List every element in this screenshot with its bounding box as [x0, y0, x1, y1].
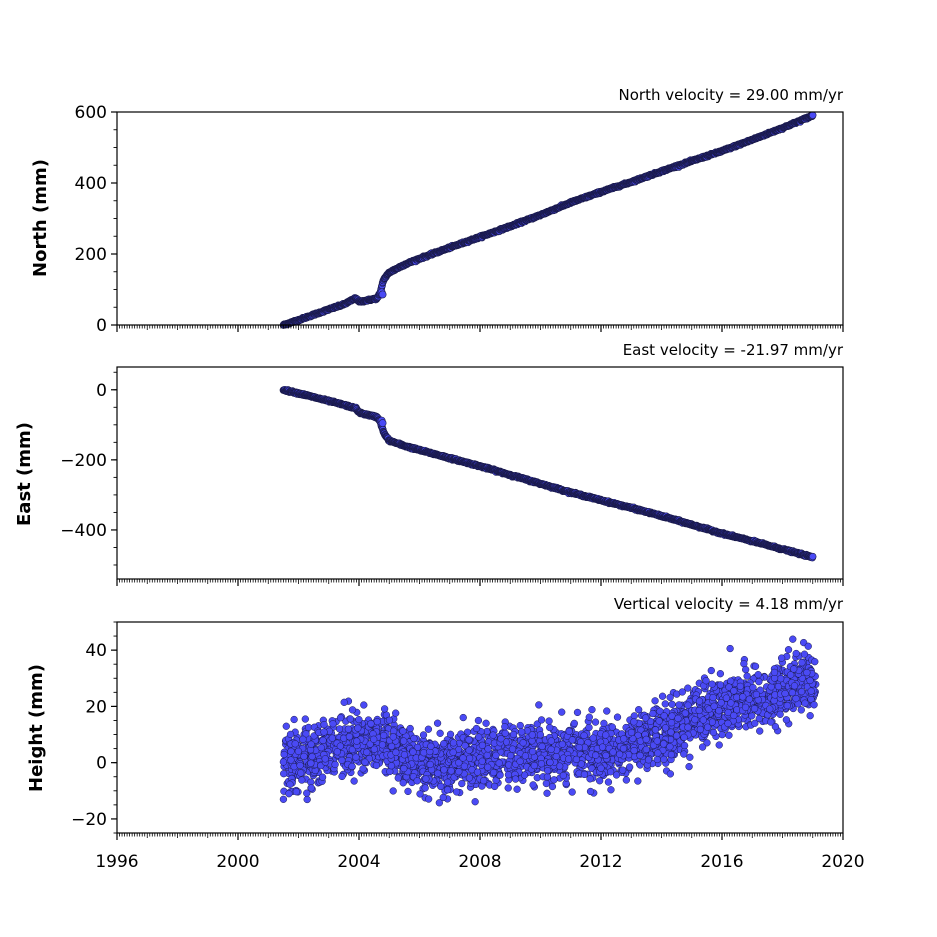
height-data-point — [804, 642, 812, 650]
height-data-point — [626, 763, 634, 771]
height-data-point — [635, 706, 643, 714]
height-data-point — [340, 698, 348, 706]
east-ytick-label: 0 — [96, 381, 107, 401]
height-data-point — [558, 708, 566, 716]
height-data-point — [406, 724, 414, 733]
east-axes-frame — [116, 366, 844, 580]
height-data-point — [545, 717, 553, 725]
height-data-point — [346, 715, 354, 723]
east-ytick-label: −200 — [60, 451, 107, 471]
height-data-point — [550, 776, 558, 784]
height-data-point — [634, 777, 642, 785]
height-data-point — [607, 786, 615, 794]
height-data-point — [698, 743, 707, 751]
height-data-point — [458, 779, 466, 788]
north-x-ticks — [116, 325, 844, 332]
height-data-point — [537, 716, 546, 724]
north-ytick-label: 200 — [75, 245, 107, 265]
height-data-point — [591, 718, 600, 726]
height-data-point — [301, 715, 309, 723]
east-x-ticks — [116, 579, 844, 586]
height-data-point — [474, 716, 483, 725]
east-plot-points — [279, 385, 817, 562]
north-ylabel: North (mm) — [30, 159, 51, 277]
height-data-point — [410, 734, 418, 743]
height-data-point — [743, 672, 751, 680]
height-data-point — [436, 729, 444, 737]
east-data-point — [809, 552, 817, 561]
height-data-point — [504, 784, 512, 792]
east-velocity-label: East velocity = -21.97 mm/yr — [623, 341, 844, 359]
north-ytick-label: 0 — [96, 316, 107, 336]
north-ytick-label: 600 — [75, 103, 107, 123]
north-panel: 0 200 400 600 North (mm) North velocity = 2… — [30, 86, 844, 336]
height-data-point — [471, 798, 479, 806]
height-data-point — [651, 697, 659, 705]
height-data-point — [782, 716, 791, 724]
height-data-point — [529, 781, 537, 789]
height-data-point — [360, 701, 368, 709]
height-data-point — [715, 741, 723, 749]
north-plot-points — [279, 111, 817, 329]
height-data-point — [726, 644, 734, 653]
height-data-point — [516, 721, 524, 730]
height-data-point — [380, 705, 389, 713]
north-y-ticks: 0 200 400 600 — [75, 103, 117, 336]
height-data-point — [685, 762, 693, 771]
height-data-point — [748, 712, 756, 720]
height-data-point — [789, 635, 797, 643]
height-data-point — [282, 722, 290, 730]
height-data-point — [686, 753, 694, 761]
north-ytick-label: 400 — [75, 174, 107, 194]
north-velocity-label: North velocity = 29.00 mm/yr — [619, 86, 844, 104]
east-y-ticks: 0 −200 −400 — [60, 371, 117, 566]
height-data-point — [280, 770, 288, 778]
height-data-point — [604, 778, 613, 786]
height-data-point — [392, 709, 400, 717]
height-data-point — [479, 777, 488, 785]
height-data-point — [666, 770, 675, 778]
height-data-point — [320, 721, 328, 729]
east-ylabel: East (mm) — [14, 422, 35, 526]
height-data-point — [585, 723, 593, 732]
height-data-point — [459, 713, 467, 722]
north-data-point — [378, 290, 387, 299]
height-plot-points — [279, 635, 820, 807]
height-data-point — [751, 662, 760, 670]
east-data-point — [378, 419, 387, 427]
east-ytick-label: −400 — [60, 521, 107, 541]
height-data-point — [600, 719, 608, 727]
north-data-point — [809, 111, 817, 119]
east-panel: 0 −200 −400 East (mm) East velocity = -21.… — [14, 341, 844, 586]
